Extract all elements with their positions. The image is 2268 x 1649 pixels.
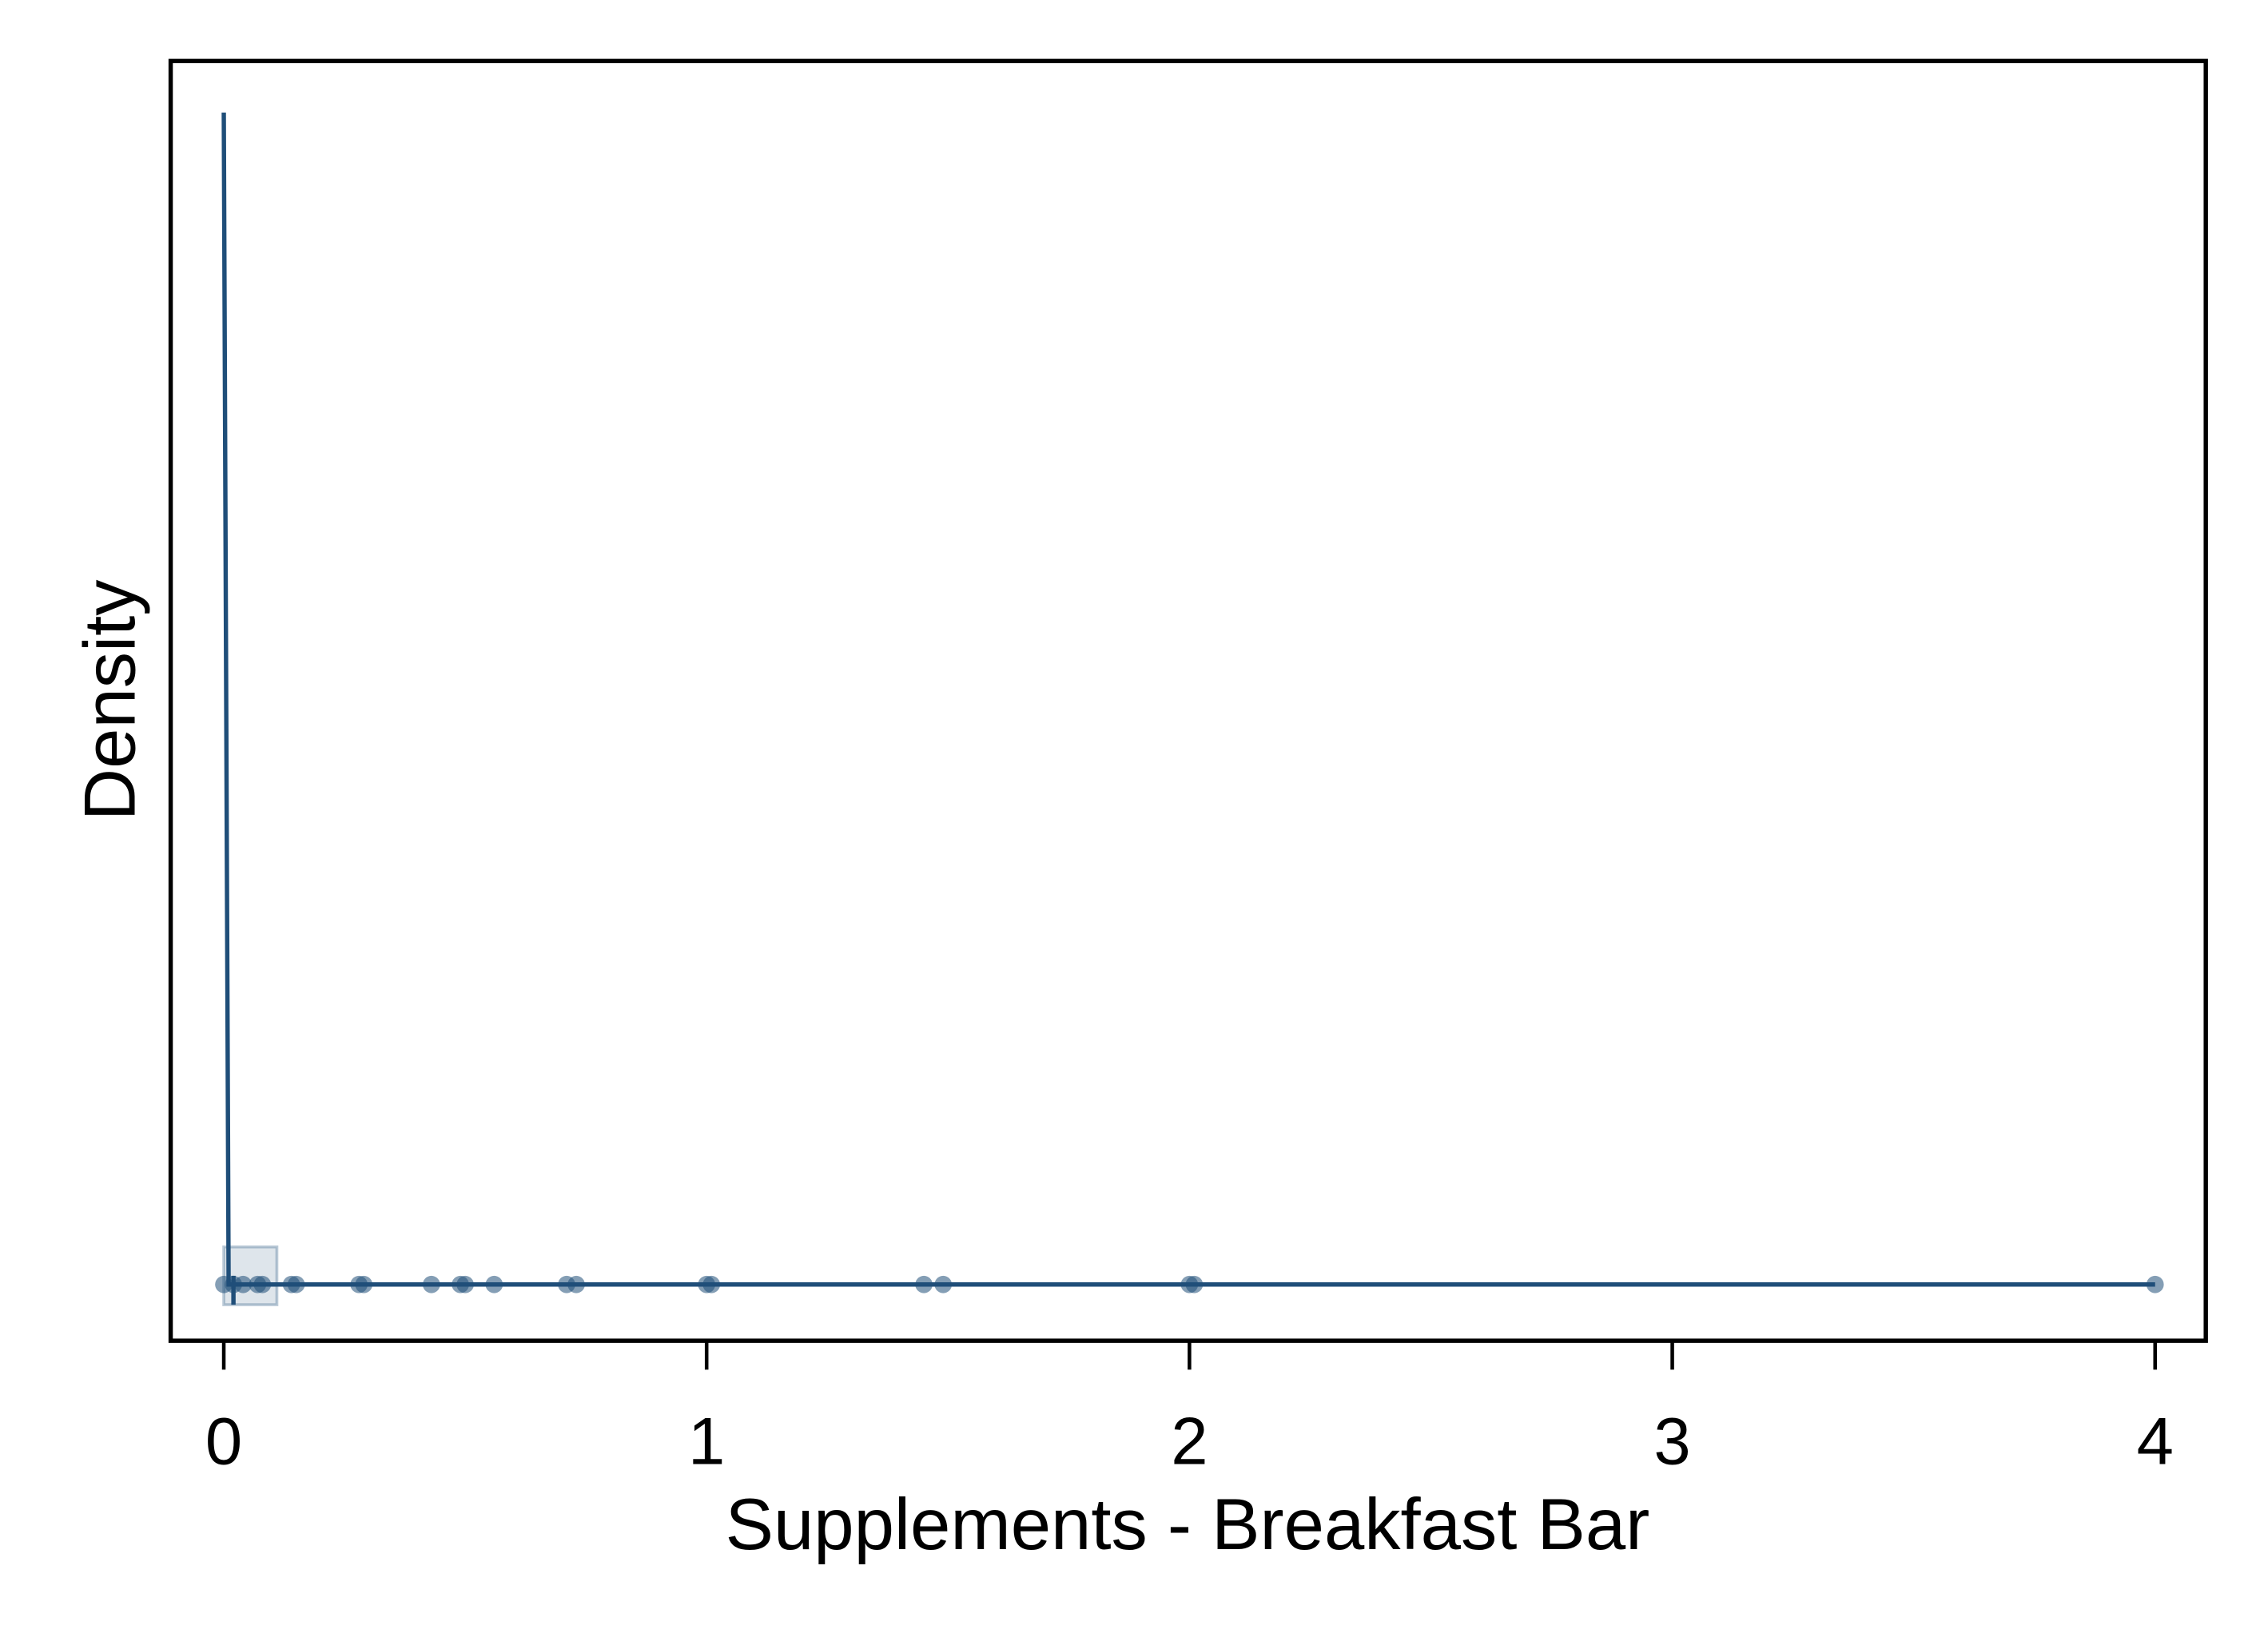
density-line: [221, 112, 2155, 1287]
x-axis-title: Supplements - Breakfast Bar: [726, 1484, 1650, 1565]
x-tick-label: 1: [688, 1404, 725, 1478]
plot-frame: [168, 58, 2208, 1343]
y-axis-title: Density: [70, 579, 151, 821]
x-tick-label: 0: [205, 1404, 242, 1478]
x-tick-label: 3: [1653, 1404, 1690, 1478]
x-tick-label: 2: [1171, 1404, 1208, 1478]
x-tick-label: 4: [2137, 1404, 2174, 1478]
